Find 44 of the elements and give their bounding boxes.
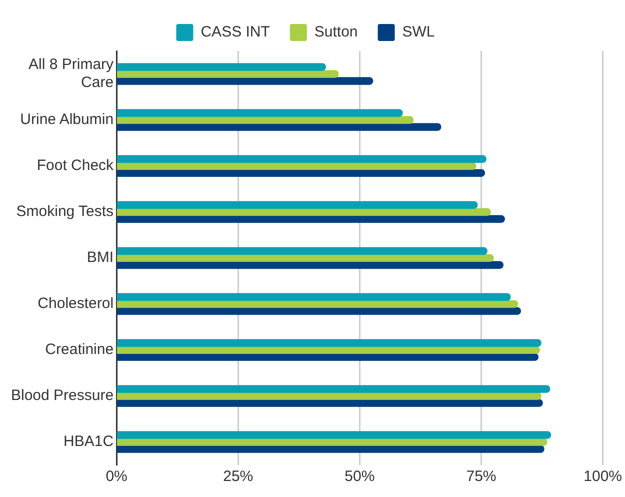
bar	[116, 123, 442, 131]
x-tick-label: 0%	[106, 468, 128, 486]
x-tick-label: 75%	[466, 468, 496, 486]
x-tick-label: 50%	[344, 468, 375, 486]
bar	[116, 353, 538, 361]
bar	[116, 385, 550, 393]
bar	[116, 247, 488, 255]
bar	[116, 63, 326, 71]
y-tick-label: Smoking Tests	[16, 203, 114, 220]
x-tick-label: 25%	[223, 468, 254, 486]
bar	[116, 399, 543, 407]
bar	[116, 201, 478, 209]
y-tick-label: BMI	[86, 249, 114, 266]
bar	[116, 169, 485, 177]
bar	[116, 339, 542, 347]
legend-label: SWL	[402, 24, 435, 41]
bar	[116, 162, 476, 170]
bar	[116, 431, 552, 439]
legend-label: Sutton	[314, 24, 358, 41]
bar	[116, 346, 540, 354]
bar	[116, 208, 491, 216]
y-tick-label: Foot Check	[36, 157, 114, 174]
bar	[116, 307, 521, 315]
bar	[116, 155, 486, 163]
bar	[116, 215, 505, 223]
y-tick-label: All 8 Primary Care	[28, 56, 114, 92]
bar	[116, 109, 403, 117]
bar	[116, 445, 544, 453]
bar	[116, 300, 518, 308]
y-tick-label: Urine Albumin	[20, 111, 114, 128]
bar	[116, 70, 339, 78]
bar	[116, 261, 504, 269]
y-tick-label: Creatinine	[45, 341, 114, 358]
bar	[116, 293, 511, 301]
legend-label: CASS INT	[200, 24, 270, 41]
x-tick-label: 100%	[584, 468, 622, 486]
y-tick-label: Cholesterol	[38, 295, 114, 312]
y-tick-label: Blood Pressure	[10, 387, 114, 404]
bar	[116, 77, 374, 85]
bar	[116, 116, 414, 124]
bar	[116, 438, 548, 446]
y-tick-label: HBA1C	[64, 433, 114, 450]
bar	[116, 392, 542, 400]
bar	[116, 254, 494, 262]
